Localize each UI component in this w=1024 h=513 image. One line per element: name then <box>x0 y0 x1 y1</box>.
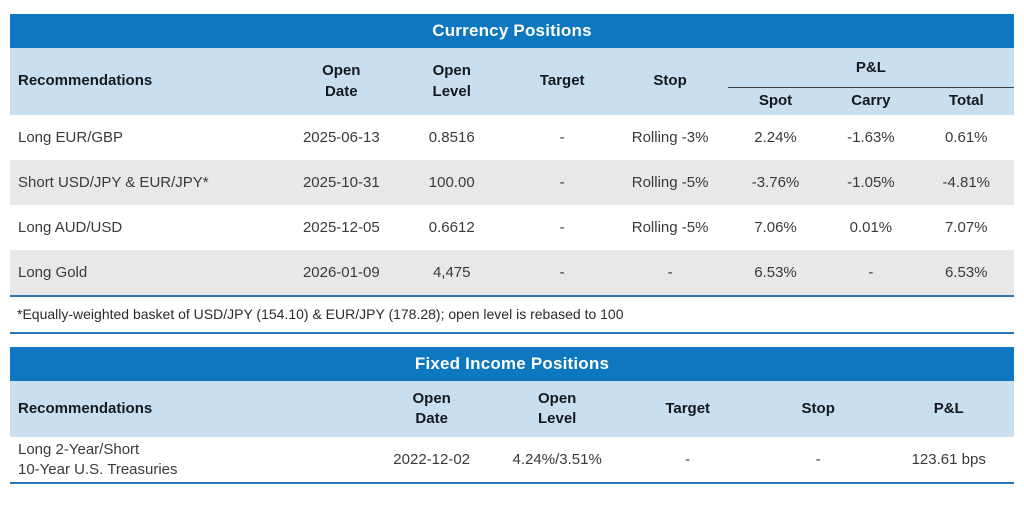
cell-stop: Rolling -5% <box>631 219 709 236</box>
cell-pnl-total: 7.07% <box>944 219 988 236</box>
currency-table-header: Recommendations Open Date Open Level Tar… <box>10 48 1014 115</box>
cell-pnl-carry: 0.01% <box>849 219 893 236</box>
cell-stop: Rolling -5% <box>631 174 709 191</box>
cell-recommendation: Long 2-Year/Short 10-Year U.S. Treasurie… <box>18 441 178 478</box>
cell-recommendation: Short USD/JPY & EUR/JPY* <box>18 174 209 191</box>
table-row: Long Gold 2026-01-09 4,475 - - 6.53% - 6… <box>10 250 1014 295</box>
col-header-recommendations: Recommendations <box>18 72 153 90</box>
cell-open-level: 100.00 <box>428 174 475 191</box>
cell-open-level: 0.6612 <box>428 219 475 236</box>
cell-pnl-spot: -3.76% <box>751 174 800 191</box>
report-page-lower: Fixed Income Positions Recommendations O… <box>0 347 1024 484</box>
cell-stop: - <box>815 451 821 468</box>
currency-table-title: Currency Positions <box>10 14 1014 48</box>
table-row: Long AUD/USD 2025-12-05 0.6612 - Rolling… <box>10 205 1014 250</box>
currency-table-footnote: *Equally-weighted basket of USD/JPY (154… <box>10 297 1014 334</box>
col-header-recommendations: Recommendations <box>18 399 153 417</box>
table-row: Long EUR/GBP 2025-06-13 0.8516 - Rolling… <box>10 115 1014 160</box>
cell-open-date: 2025-12-05 <box>302 219 380 236</box>
cell-pnl: 123.61 bps <box>911 451 986 468</box>
cell-recommendation: Long Gold <box>18 264 88 281</box>
col-header-open-level: Open Level <box>537 389 577 427</box>
cell-open-date: 2025-10-31 <box>302 174 380 191</box>
col-header-stop: Stop <box>801 399 835 417</box>
fixed-income-positions-table: Fixed Income Positions Recommendations O… <box>10 347 1014 484</box>
cell-recommendation: Long EUR/GBP <box>18 129 124 146</box>
col-header-target: Target <box>539 72 585 90</box>
cell-open-date: 2025-06-13 <box>302 129 380 146</box>
col-header-spot: Spot <box>758 91 793 109</box>
cell-pnl-total: 0.61% <box>944 129 988 146</box>
cell-open-date: 2022-12-02 <box>393 451 471 468</box>
fixed-income-table-title: Fixed Income Positions <box>10 347 1014 381</box>
cell-pnl-spot: 7.06% <box>754 219 797 236</box>
cell-target: - <box>559 264 565 281</box>
cell-pnl-total: -4.81% <box>942 174 991 191</box>
col-header-pnl-group: P&L Spot Carry Total <box>727 48 1014 115</box>
col-header-stop: Stop <box>653 72 687 90</box>
cell-pnl-carry: -1.05% <box>847 174 895 191</box>
cell-open-level: 4,475 <box>432 264 471 281</box>
cell-pnl-total: 6.53% <box>944 264 988 281</box>
col-header-pnl: P&L <box>933 399 964 417</box>
cell-target: - <box>559 129 565 146</box>
cell-stop: - <box>667 264 673 281</box>
table-row: Long 2-Year/Short 10-Year U.S. Treasurie… <box>10 437 1014 482</box>
cell-recommendation: Long AUD/USD <box>18 219 123 236</box>
report-page: Currency Positions Recommendations Open … <box>10 14 1014 297</box>
cell-target: - <box>559 219 565 236</box>
table-row: Short USD/JPY & EUR/JPY* 2025-10-31 100.… <box>10 160 1014 205</box>
col-header-open-date: Open Date <box>322 62 361 100</box>
col-header-carry: Carry <box>851 91 891 109</box>
currency-positions-table: Currency Positions Recommendations Open … <box>10 14 1014 297</box>
cell-target: - <box>685 451 691 468</box>
cell-pnl-spot: 2.24% <box>754 129 797 146</box>
cell-pnl-carry: - <box>868 264 874 281</box>
cell-target: - <box>559 174 565 191</box>
cell-open-level: 0.8516 <box>428 129 475 146</box>
cell-pnl-spot: 6.53% <box>754 264 797 281</box>
col-header-pnl: P&L <box>727 48 1014 88</box>
col-header-open-level: Open Level <box>432 62 471 100</box>
col-header-open-date: Open Date <box>412 389 451 427</box>
cell-open-level: 4.24%/3.51% <box>512 451 602 468</box>
col-header-target: Target <box>665 399 711 417</box>
cell-stop: Rolling -3% <box>631 129 709 146</box>
pnl-subheader-row: Spot Carry Total <box>728 88 1014 114</box>
cell-open-date: 2026-01-09 <box>302 264 380 281</box>
cell-pnl-carry: -1.63% <box>847 129 895 146</box>
col-header-total: Total <box>948 91 984 109</box>
fixed-income-table-header: Recommendations Open Date Open Level Tar… <box>10 381 1014 437</box>
